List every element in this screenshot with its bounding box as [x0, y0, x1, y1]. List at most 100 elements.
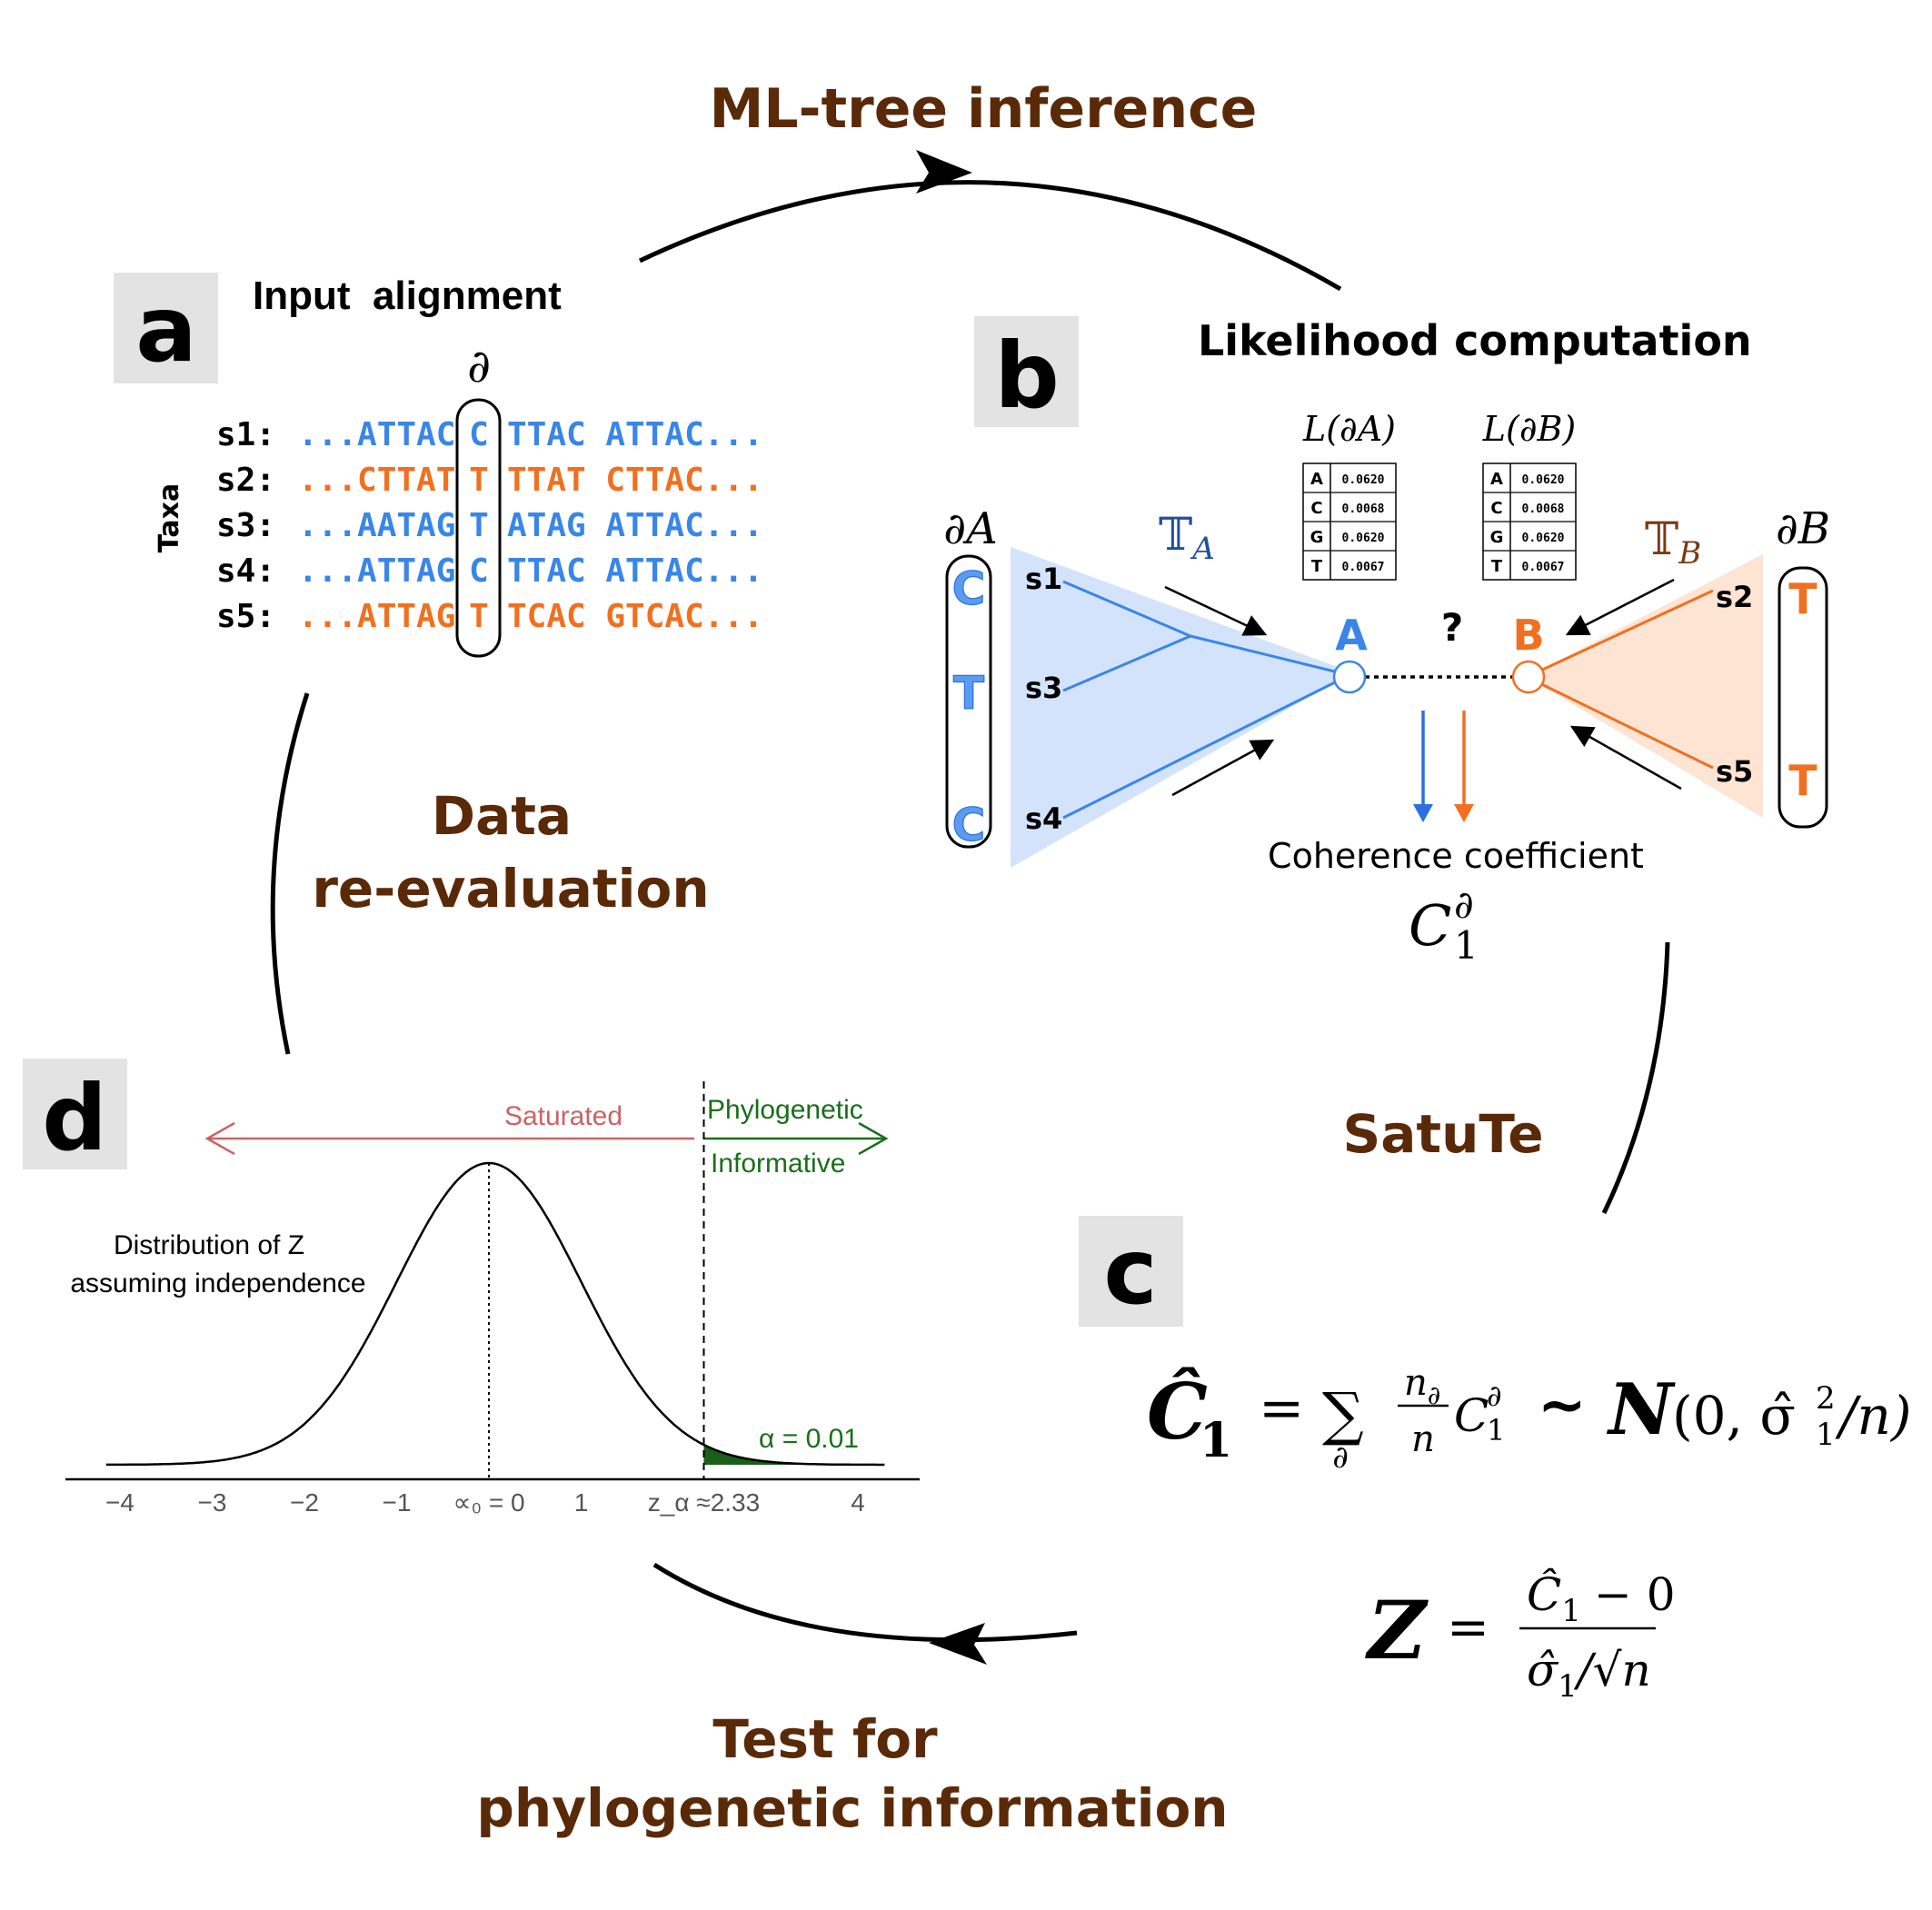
leaf-label: s1 [1025, 562, 1062, 596]
subtree-A-leaves: s1 s3 s4 [1025, 562, 1062, 836]
formula1-args-sup: 2 [1816, 1380, 1836, 1417]
likelihood-table-A: A 0.0620 C 0.0068 G 0.0620 T 0.0067 [1302, 463, 1397, 581]
taxon-name: s2: [216, 462, 275, 499]
coherence-coefficient-label: Coherence coefficient [1268, 836, 1644, 876]
sequence-left: ...ATTAG [298, 598, 455, 635]
sequence-right: TTAT CTTAC... [507, 462, 763, 499]
taxon-name: s4: [216, 552, 275, 590]
panel-c-letter: c [1103, 1219, 1157, 1325]
coherence-symbol-sub: 1 [1454, 923, 1479, 968]
distribution-label-2: assuming independence [70, 1268, 365, 1298]
formula1-term-sub: 1 [1487, 1413, 1505, 1447]
panel-c-letter-box [1079, 1216, 1183, 1327]
sequence-right: ATAG ATTAC... [507, 507, 763, 544]
cycle-arrowhead-bottom [929, 1623, 987, 1665]
formula2-lhs: Z [1365, 1583, 1429, 1677]
formula1-eq: = [1259, 1377, 1304, 1440]
formula2-num: Ĉ1− 0 [1527, 1567, 1676, 1629]
node-A-circle [1332, 660, 1367, 694]
panel-b-letter-box [974, 316, 1079, 427]
likelihood-value: 0.0620 [1342, 532, 1385, 545]
data-reevaluation-label-2: re-evaluation [312, 858, 709, 920]
likelihood-value: 0.0620 [1342, 473, 1385, 487]
formula1-term: C [1454, 1389, 1489, 1442]
taxon-name: s3: [216, 507, 275, 544]
test-label-1: Test for [712, 1708, 938, 1770]
data-reevaluation-label-1: Data [432, 785, 572, 847]
panel-a-letter-box [114, 273, 218, 383]
subtree-B-leaves: s2 s5 [1716, 580, 1753, 789]
edge-question-mark: ? [1441, 605, 1463, 650]
partial-A-column-box [945, 554, 992, 849]
cycle-arc-right [1601, 941, 1670, 1215]
partial-A-state: T [953, 667, 984, 720]
tree-B-branch-s5 [1526, 675, 1714, 770]
x-tick-label: −1 [383, 1488, 412, 1517]
formula1-args-sub: 1 [1816, 1417, 1836, 1453]
likelihood-base: A [1490, 470, 1503, 489]
formula1-lhs-sub: 1 [1200, 1413, 1232, 1468]
formula1-term-sup: ∂ [1487, 1378, 1502, 1413]
panel-a: a Input alignment ∂ Taxa s1: ...ATTAC C TTA… [114, 273, 763, 658]
partial-A-states: CTC [951, 562, 986, 851]
likelihood-base: G [1490, 528, 1504, 547]
node-A-label: A [1335, 611, 1368, 660]
tree-A-branch-inner [1190, 634, 1350, 677]
panel-d-letter: d [42, 1065, 107, 1171]
arrow-tree-B-lower [1569, 725, 1682, 791]
likelihood-value: 0.0068 [1342, 502, 1385, 516]
tree-A-branch-s3 [1062, 634, 1191, 692]
normal-distribution-curve [105, 1161, 885, 1467]
formula2-eq: = [1447, 1598, 1489, 1657]
site-column-symbol: ∂ [467, 340, 491, 393]
distribution-label-1: Distribution of Z [114, 1230, 304, 1260]
panel-a-letter: a [135, 276, 196, 383]
site-column-box [455, 398, 502, 658]
cycle-arc-bottom [652, 1562, 1078, 1643]
coherence-arrowhead-orange [1454, 804, 1474, 822]
cycle-arrowhead-top [916, 150, 972, 194]
phylogenetic-label-1: Phylogenetic [707, 1095, 863, 1125]
likelihood-base: G [1310, 528, 1324, 547]
tree-B-symbol: 𝕋B [1645, 512, 1701, 572]
panel-b: b Likelihood computation A B ? s1 s3 s4 s2… [943, 316, 1830, 968]
formula1-args: (0, σ̂ [1672, 1385, 1796, 1447]
site-character: C [469, 552, 489, 590]
subtree-A-triangle [1011, 547, 1352, 868]
tree-B-branch-s2 [1526, 589, 1714, 679]
partial-B-column-box [1778, 566, 1828, 829]
phylogenetic-label-2: Informative [711, 1149, 845, 1179]
likelihood-base: A [1310, 470, 1323, 489]
ml-tree-label: ML-tree inference [710, 77, 1258, 141]
x-tick-label: −2 [290, 1488, 319, 1517]
arrow-tree-B-upper [1565, 578, 1675, 636]
taxon-name: s1: [216, 416, 275, 453]
site-character: T [469, 462, 489, 499]
formula-c1-distribution: Ĉ 1 = ∑ ∂ n∂ n C ∂ 1 ~ N (0, σ̂ 2 1 /n) [1147, 1362, 1912, 1476]
likelihood-base: C [1310, 499, 1322, 518]
panel-b-letter: b [994, 323, 1060, 429]
likelihood-value: 0.0067 [1342, 561, 1385, 574]
arrow-tree-A-lower [1171, 739, 1275, 797]
sequence-left: ...CTTAT [298, 462, 455, 499]
coherence-arrowhead-blue [1413, 804, 1433, 822]
partial-B-state: T [1788, 574, 1817, 623]
partial-A-state: C [952, 562, 986, 615]
satute-label: SatuTe [1342, 1103, 1543, 1165]
likelihood-B-title: L(∂B) [1482, 409, 1576, 449]
partial-A-state: C [952, 799, 986, 851]
input-alignment-title: Input alignment [253, 274, 562, 318]
taxon-name: s5: [216, 598, 275, 635]
alignment-rows: s1: ...ATTAC C TTAC ATTAC...s2: ...CTTAT T TTA… [216, 416, 763, 635]
test-label-2: phylogenetic information [476, 1777, 1228, 1839]
x-tick-label: ∝₀ = 0 [453, 1488, 524, 1517]
likelihood-value: 0.0620 [1522, 473, 1565, 487]
likelihood-base: T [1311, 557, 1323, 576]
site-character: T [469, 507, 489, 544]
leaf-label: s2 [1716, 580, 1753, 614]
panel-d-letter-box [23, 1059, 127, 1169]
subtree-B-triangle [1527, 554, 1763, 818]
x-tick-label: −3 [198, 1488, 227, 1517]
